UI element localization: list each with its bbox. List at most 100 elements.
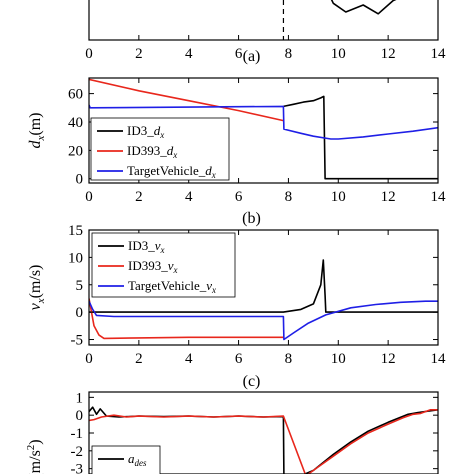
legend-label-name: ID393_ xyxy=(127,143,167,158)
y-axis-label-close: ) xyxy=(27,439,44,444)
y-axis-label-sub: x xyxy=(35,136,47,142)
x-tick-label: 10 xyxy=(331,351,346,367)
legend-box xyxy=(91,445,161,474)
y-tick-label: 15 xyxy=(68,223,83,239)
x-tick-label: 2 xyxy=(135,351,143,367)
y-tick-label: 60 xyxy=(68,87,83,103)
x-tick-label: 0 xyxy=(85,46,93,62)
legend-label-sub: x xyxy=(160,245,165,255)
y-axis-label-unit: (m/s xyxy=(27,450,44,474)
legend-label-var: v xyxy=(206,278,212,293)
panel-caption: (a) xyxy=(243,48,261,65)
legend-label-var: d xyxy=(205,163,212,178)
y-tick-label: 10 xyxy=(68,250,83,266)
legend-label-name: ID393_ xyxy=(128,258,168,273)
legend-label-var: v xyxy=(168,258,174,273)
series-line-red xyxy=(89,409,438,474)
series-line-series-0 xyxy=(330,0,397,15)
legend-label-sub: x xyxy=(172,150,177,160)
y-axis-label: a(m/s2) xyxy=(25,439,44,474)
legend-label-var: d xyxy=(167,143,174,158)
y-axis-label-sup: 2 xyxy=(25,445,37,451)
legend-label: ID393_vx xyxy=(128,258,178,275)
legend-label-sub: des xyxy=(135,458,147,468)
panel-d: 10-1-2-3a(m/s2)ades xyxy=(25,390,439,474)
legend-label-name: TargetVehicle_ xyxy=(128,278,207,293)
legend-box xyxy=(90,117,230,181)
y-tick-label: -1 xyxy=(71,426,84,442)
x-tick-label: 6 xyxy=(235,351,243,367)
y-tick-label: 0 xyxy=(76,305,84,321)
legend-label-sub: x xyxy=(173,265,178,275)
y-axis-label-var: d xyxy=(27,140,44,149)
x-tick-label: 6 xyxy=(235,189,243,205)
series-line-id3-d-x xyxy=(283,95,438,180)
y-tick-label: 1 xyxy=(76,390,84,406)
x-tick-label: 12 xyxy=(381,46,396,62)
y-tick-label: 5 xyxy=(76,278,84,294)
plot-frame xyxy=(88,229,439,346)
x-tick-label: 8 xyxy=(285,46,293,62)
y-tick-label: 0 xyxy=(76,172,84,188)
legend-label-name: TargetVehicle_ xyxy=(127,163,206,178)
series-group xyxy=(89,406,438,474)
series-group xyxy=(89,78,438,180)
x-tick-label: 14 xyxy=(431,351,447,367)
series-line-id393-d-x xyxy=(89,78,284,122)
x-tick-label: 4 xyxy=(185,46,193,62)
x-tick-label: 8 xyxy=(285,351,293,367)
x-tick-label: 0 xyxy=(85,351,93,367)
x-tick-label: 2 xyxy=(135,189,143,205)
x-tick-label: 10 xyxy=(331,189,346,205)
y-tick-label: 40 xyxy=(68,115,83,131)
legend-label: TargetVehicle_dx xyxy=(127,163,216,180)
x-tick-label: 12 xyxy=(381,189,396,205)
y-axis-label-unit: (m) xyxy=(27,113,44,136)
y-axis-label: dx(m) xyxy=(27,113,47,149)
x-tick-label: 4 xyxy=(185,189,193,205)
legend-label: ades xyxy=(128,451,147,468)
legend-label-var: a xyxy=(128,451,135,466)
y-tick-label: -3 xyxy=(71,462,84,474)
x-tick-label: 8 xyxy=(285,189,293,205)
legend-label-sub: x xyxy=(211,170,216,180)
y-axis-label: vx(m/s) xyxy=(27,265,47,311)
legend-label-sub: x xyxy=(211,285,216,295)
series-line-id393-v-x xyxy=(89,298,284,340)
x-tick-label: 14 xyxy=(431,189,447,205)
legend-label-var: v xyxy=(155,238,161,253)
y-tick-label: 0 xyxy=(76,408,84,424)
y-tick-label: -2 xyxy=(71,444,84,460)
x-tick-label: 6 xyxy=(235,46,243,62)
series-group xyxy=(330,0,397,15)
legend-label: TargetVehicle_vx xyxy=(128,278,216,295)
x-tick-label: 10 xyxy=(331,46,346,62)
series-group xyxy=(89,259,438,341)
y-axis-label-sub: x xyxy=(35,298,47,304)
series-line-id3-v-x xyxy=(89,259,438,313)
series-line-targetvehicle-v-x xyxy=(89,300,438,341)
legend-label: ID3_dx xyxy=(127,123,164,140)
legend-label: ID393_dx xyxy=(127,143,177,160)
y-axis-label-var: v xyxy=(27,302,44,310)
y-tick-label: 20 xyxy=(68,143,83,159)
y-axis-label-unit: (m/s) xyxy=(27,265,44,299)
legend-label-name: ID3_ xyxy=(127,123,154,138)
plot-frame xyxy=(88,77,439,184)
legend-label-var: d xyxy=(154,123,161,138)
x-tick-label: 0 xyxy=(85,189,93,205)
panel-caption: (b) xyxy=(242,210,261,227)
x-tick-label: 2 xyxy=(135,46,143,62)
x-tick-label: 4 xyxy=(185,351,193,367)
legend-label: ID3_vx xyxy=(128,238,165,255)
x-tick-label: 12 xyxy=(381,351,396,367)
y-tick-label: -5 xyxy=(71,333,84,349)
legend-label-sub: x xyxy=(159,130,164,140)
x-tick-label: 14 xyxy=(431,46,447,62)
plot-frame xyxy=(88,0,439,41)
legend-label-name: ID3_ xyxy=(128,238,155,253)
panel-c: 0 2 4 6 8 10 12 14-5051015(c)vx(m/s)ID3_vxID393… xyxy=(27,223,446,390)
